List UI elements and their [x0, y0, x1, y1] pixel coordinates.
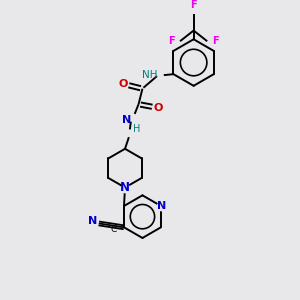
Text: F: F	[169, 36, 175, 46]
Text: H: H	[133, 124, 140, 134]
Text: N: N	[88, 217, 98, 226]
Text: N: N	[120, 181, 130, 194]
Text: F: F	[212, 36, 219, 46]
Text: O: O	[153, 103, 163, 113]
Text: NH: NH	[142, 70, 158, 80]
Text: F: F	[190, 0, 197, 10]
Text: N: N	[122, 115, 131, 125]
Text: N: N	[157, 201, 167, 211]
Text: O: O	[118, 79, 128, 89]
Text: C: C	[110, 225, 116, 234]
